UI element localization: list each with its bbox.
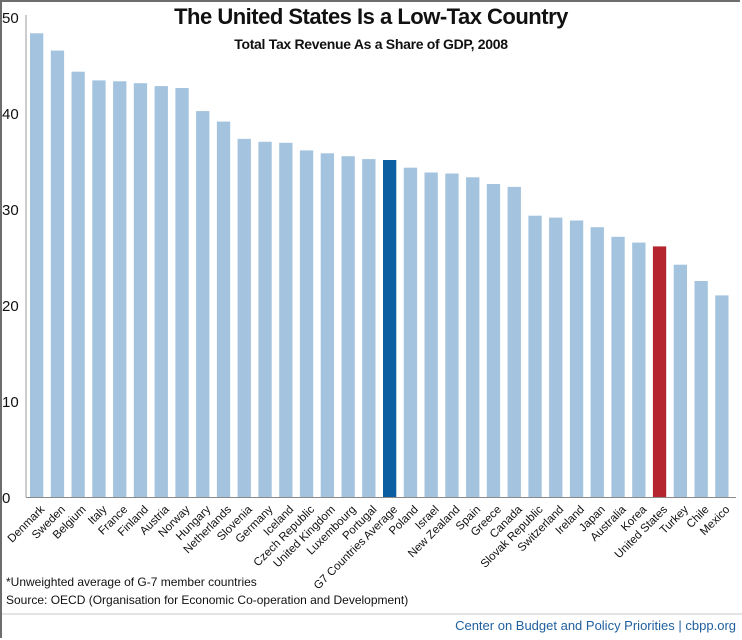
y-tick-label: 30 [2, 202, 19, 219]
bar-israel [424, 172, 438, 497]
bar-denmark [30, 33, 44, 498]
bar-korea [632, 242, 646, 497]
bar-portugal [362, 159, 376, 497]
bar-france [113, 81, 127, 498]
bar-belgium [71, 71, 85, 497]
footer-divider [2, 613, 742, 615]
y-tick-label: 20 [2, 298, 19, 315]
bars [30, 33, 729, 498]
bar-australia [611, 236, 625, 498]
bar-austria [154, 86, 168, 497]
credit-org[interactable]: Center on Budget and Policy Priorities [455, 618, 675, 633]
y-tick-label: 0 [2, 490, 10, 507]
chart-subtitle: Total Tax Revenue As a Share of GDP, 200… [234, 36, 508, 52]
credit-line: Center on Budget and Policy Priorities |… [455, 618, 736, 633]
bar-chile [694, 281, 708, 497]
bar-mexico [715, 295, 729, 497]
bar-canada [507, 186, 521, 497]
bar-netherlands [216, 121, 231, 497]
bar-hungary [196, 111, 210, 497]
bar-luxembourg [341, 156, 355, 497]
bar-poland [403, 167, 418, 497]
y-tick-label: 10 [2, 394, 19, 411]
bar-g7-countries-average [383, 160, 397, 497]
credit-site[interactable]: cbpp.org [685, 618, 736, 633]
credit-separator: | [678, 618, 682, 633]
bar-finland [133, 83, 148, 497]
y-axis: 0 10 20 30 40 50 [2, 10, 736, 507]
footnote-source: Source: OECD (Organisation for Economic … [6, 593, 409, 607]
bar-italy [92, 80, 106, 498]
footnote-note: *Unweighted average of G-7 member countr… [6, 575, 257, 589]
bar-germany [258, 141, 272, 498]
bar-switzerland [549, 217, 563, 497]
bar-sweden [50, 50, 65, 497]
bar-united-kingdom [320, 153, 334, 498]
y-tick-label: 40 [2, 106, 19, 123]
bar-united-states [652, 246, 667, 497]
bar-ireland [569, 220, 584, 497]
y-tick-label: 50 [2, 10, 19, 27]
bar-czech-republic [299, 150, 314, 497]
bar-slovenia [237, 138, 251, 497]
chart-title: The United States Is a Low-Tax Country [174, 4, 568, 29]
bar-new-zealand [445, 173, 459, 497]
bar-spain [466, 177, 480, 498]
bar-greece [486, 184, 501, 497]
bar-iceland [279, 142, 293, 498]
bar-turkey [673, 264, 687, 497]
bar-norway [175, 88, 189, 497]
bar-japan [590, 227, 604, 497]
bar-slovak-republic [528, 215, 542, 497]
